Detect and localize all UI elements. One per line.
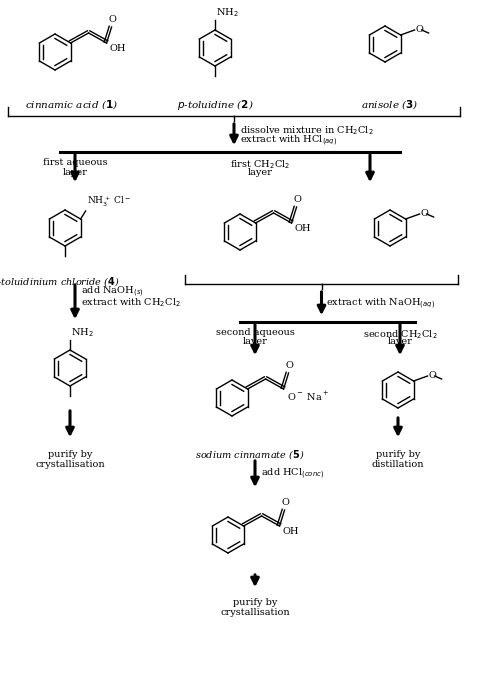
Text: add HCl$_{(conc)}$: add HCl$_{(conc)}$ [261, 467, 324, 481]
Text: anisole ($\bf{3}$): anisole ($\bf{3}$) [361, 98, 419, 111]
Text: sodium cinnamate ($\bf{5}$): sodium cinnamate ($\bf{5}$) [195, 448, 305, 461]
Text: extract with CH$_2$Cl$_2$: extract with CH$_2$Cl$_2$ [81, 297, 181, 309]
Text: OH: OH [282, 527, 299, 536]
Text: O: O [294, 195, 302, 204]
Text: purify by: purify by [48, 450, 92, 459]
Text: layer: layer [247, 168, 273, 177]
Text: layer: layer [62, 168, 88, 177]
Text: O$^-$ Na$^+$: O$^-$ Na$^+$ [286, 390, 329, 403]
Text: NH$_2$: NH$_2$ [71, 326, 93, 339]
Text: second CH$_2$Cl$_2$: second CH$_2$Cl$_2$ [363, 328, 437, 341]
Text: layer: layer [388, 337, 412, 346]
Text: O: O [286, 361, 294, 370]
Text: add NaOH$_{(s)}$: add NaOH$_{(s)}$ [81, 285, 144, 299]
Text: second aqueous: second aqueous [215, 328, 294, 337]
Text: dissolve mixture in CH$_2$Cl$_2$: dissolve mixture in CH$_2$Cl$_2$ [240, 124, 374, 137]
Text: first aqueous: first aqueous [43, 158, 107, 167]
Text: $p$-toluidinium chloride ($\bf{4}$): $p$-toluidinium chloride ($\bf{4}$) [0, 275, 120, 289]
Text: $p$-toluidine ($\bf{2}$): $p$-toluidine ($\bf{2}$) [177, 98, 253, 112]
Text: crystallisation: crystallisation [35, 460, 105, 469]
Text: purify by: purify by [376, 450, 420, 459]
Text: O: O [416, 25, 424, 34]
Text: crystallisation: crystallisation [220, 608, 290, 617]
Text: O: O [429, 370, 436, 379]
Text: O: O [421, 209, 429, 218]
Text: NH$_3^+$ Cl$^-$: NH$_3^+$ Cl$^-$ [87, 195, 131, 209]
Text: OH: OH [295, 224, 311, 233]
Text: OH: OH [110, 44, 126, 53]
Text: O: O [109, 15, 117, 24]
Text: purify by: purify by [233, 598, 277, 607]
Text: distillation: distillation [372, 460, 424, 469]
Text: extract with HCl$_{(aq)}$: extract with HCl$_{(aq)}$ [240, 133, 338, 148]
Text: O: O [281, 498, 289, 507]
Text: layer: layer [243, 337, 268, 346]
Text: extract with NaOH$_{(aq)}$: extract with NaOH$_{(aq)}$ [327, 296, 435, 311]
Text: first CH$_2$Cl$_2$: first CH$_2$Cl$_2$ [230, 158, 290, 171]
Text: cinnamic acid (⁠$\bf{1}$⁠): cinnamic acid (⁠$\bf{1}$⁠) [26, 98, 119, 111]
Text: NH$_2$: NH$_2$ [216, 6, 239, 19]
